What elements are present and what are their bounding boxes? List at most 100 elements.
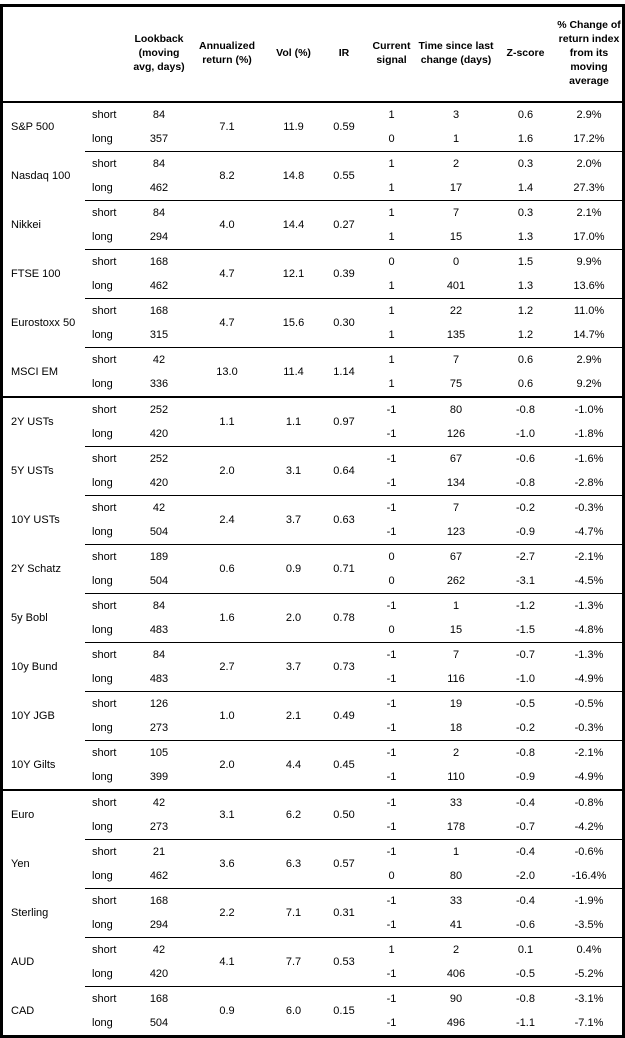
- vol-value: 6.2: [265, 789, 322, 840]
- lookback-value: 84: [129, 151, 189, 176]
- asset-group: 10y Bund short 84 2.7 3.7 0.73 -1 7 -0.7…: [3, 642, 622, 692]
- lookback-value: 420: [149, 428, 169, 440]
- asset-group: Sterling short 168 2.2 7.1 0.31 -1 33 -0…: [3, 888, 622, 938]
- asset-group: 5Y USTs short 252 2.0 3.1 0.64 -1 67 -0.…: [3, 446, 622, 496]
- leg-label: short: [85, 544, 129, 569]
- ir-value: 0.71: [322, 544, 366, 594]
- current-signal-value: 1: [366, 151, 417, 176]
- asset-group: Nikkei short 84 4.0 14.4 0.27 1 7 0.3 2.…: [3, 200, 622, 250]
- pct-change-value: -1.0%: [556, 396, 622, 422]
- time-since-value: 7: [417, 642, 495, 667]
- time-since-value: 3: [417, 101, 495, 127]
- time-since-value: 80: [417, 396, 495, 422]
- annualized-return-value: 13.0: [189, 347, 265, 397]
- table-row-long: long 483 -1 116 -1.0 -4.9%: [3, 667, 622, 692]
- lookback-value: 189: [129, 544, 189, 569]
- ir-value: 0.64: [322, 446, 366, 496]
- leg-label: long: [92, 575, 113, 587]
- current-signal-value: 0: [388, 575, 395, 587]
- leg-label: short: [85, 495, 129, 520]
- vol-value: 11.9: [265, 101, 322, 152]
- lookback-value: 21: [129, 839, 189, 864]
- zscore-value: 1.2: [517, 329, 534, 341]
- leg-label: short: [85, 839, 129, 864]
- zscore-value: 0.6: [495, 101, 556, 127]
- lookback-value: 483: [149, 673, 169, 685]
- vol-value: 3.1: [265, 446, 322, 496]
- leg-label: long: [92, 624, 113, 636]
- time-since-value: 33: [417, 888, 495, 913]
- zscore-value: -1.2: [495, 593, 556, 618]
- zscore-value: -0.7: [516, 821, 535, 833]
- table-row-long: long 504 0 262 -3.1 -4.5%: [3, 569, 622, 594]
- ir-value: 0.53: [322, 937, 366, 987]
- current-signal-value: 1: [366, 347, 417, 372]
- ir-value: 0.30: [322, 298, 366, 348]
- lookback-value: 84: [129, 593, 189, 618]
- ir-value: 0.50: [322, 789, 366, 840]
- pct-change-value: -0.6%: [556, 839, 622, 864]
- zscore-value: -1.1: [516, 1017, 535, 1029]
- lookback-value: 168: [129, 986, 189, 1011]
- current-signal-value: -1: [366, 839, 417, 864]
- momentum-signals-table: Lookback (moving avg, days) Annualized r…: [3, 7, 622, 1035]
- annualized-return-value: 2.2: [189, 888, 265, 938]
- leg-label: long: [92, 428, 113, 440]
- current-signal-value: -1: [386, 428, 397, 440]
- annualized-return-value: 7.1: [189, 101, 265, 152]
- ir-value: 0.97: [322, 396, 366, 447]
- time-since-value: 0: [417, 249, 495, 274]
- current-signal-value: -1: [366, 642, 417, 667]
- time-since-value: 406: [446, 968, 466, 980]
- annualized-return-value: 3.1: [189, 789, 265, 840]
- pct-change-value: -4.9%: [574, 673, 604, 685]
- asset-group: MSCI EM short 42 13.0 11.4 1.14 1 7 0.6 …: [3, 347, 622, 397]
- zscore-value: 1.3: [517, 280, 534, 292]
- zscore-value: -1.0: [516, 428, 535, 440]
- time-since-value: 7: [417, 495, 495, 520]
- current-signal-value: 1: [366, 298, 417, 323]
- col-header-current-signal: Current signal: [366, 7, 417, 103]
- leg-label: short: [85, 101, 129, 127]
- current-signal-value: -1: [366, 740, 417, 765]
- ir-value: 0.39: [322, 249, 366, 299]
- vol-value: 6.3: [265, 839, 322, 889]
- table-row-short: Euro short 42 3.1 6.2 0.50 -1 33 -0.4 -0…: [3, 789, 622, 840]
- time-since-value: 2: [417, 151, 495, 176]
- time-since-value: 116: [447, 673, 465, 685]
- asset-name: 5y Bobl: [11, 612, 48, 624]
- table-row-short: 2Y USTs short 252 1.1 1.1 0.97 -1 80 -0.…: [3, 396, 622, 447]
- table-row-short: Nasdaq 100 short 84 8.2 14.8 0.55 1 2 0.…: [3, 151, 622, 201]
- leg-label: long: [92, 280, 113, 292]
- leg-label: short: [85, 347, 129, 372]
- zscore-value: 0.3: [495, 151, 556, 176]
- table-row-long: long 462 1 17 1.4 27.3%: [3, 176, 622, 201]
- table-row-long: long 462 0 80 -2.0 -16.4%: [3, 864, 622, 889]
- lookback-value: 462: [149, 182, 169, 194]
- pct-change-value: -4.9%: [574, 771, 604, 783]
- leg-label: long: [92, 673, 113, 685]
- leg-label: short: [85, 446, 129, 471]
- time-since-value: 19: [417, 691, 495, 716]
- col-header-ir: IR: [322, 7, 366, 103]
- pct-change-value: -0.3%: [556, 495, 622, 520]
- col-header-time-since: Time since last change (days): [417, 7, 495, 103]
- lookback-value: 42: [129, 495, 189, 520]
- table-row-short: AUD short 42 4.1 7.7 0.53 1 2 0.1 0.4%: [3, 937, 622, 987]
- current-signal-value: 1: [388, 378, 395, 390]
- asset-group: 10Y Gilts short 105 2.0 4.4 0.45 -1 2 -0…: [3, 740, 622, 790]
- current-signal-value: 0: [388, 624, 395, 636]
- table-row-short: MSCI EM short 42 13.0 11.4 1.14 1 7 0.6 …: [3, 347, 622, 397]
- current-signal-value: 1: [366, 937, 417, 962]
- asset-name: Nikkei: [11, 219, 41, 231]
- momentum-signals-table-frame: Lookback (moving avg, days) Annualized r…: [0, 4, 625, 1038]
- pct-change-value: -7.1%: [574, 1017, 604, 1029]
- pct-change-value: -4.5%: [574, 575, 604, 587]
- time-since-value: 7: [417, 200, 495, 225]
- asset-group: AUD short 42 4.1 7.7 0.53 1 2 0.1 0.4% l…: [3, 937, 622, 987]
- pct-change-value: 2.0%: [556, 151, 622, 176]
- time-since-value: 7: [417, 347, 495, 372]
- pct-change-value: 2.9%: [556, 101, 622, 127]
- table-row-long: long 336 1 75 0.6 9.2%: [3, 372, 622, 397]
- leg-label: long: [92, 231, 113, 243]
